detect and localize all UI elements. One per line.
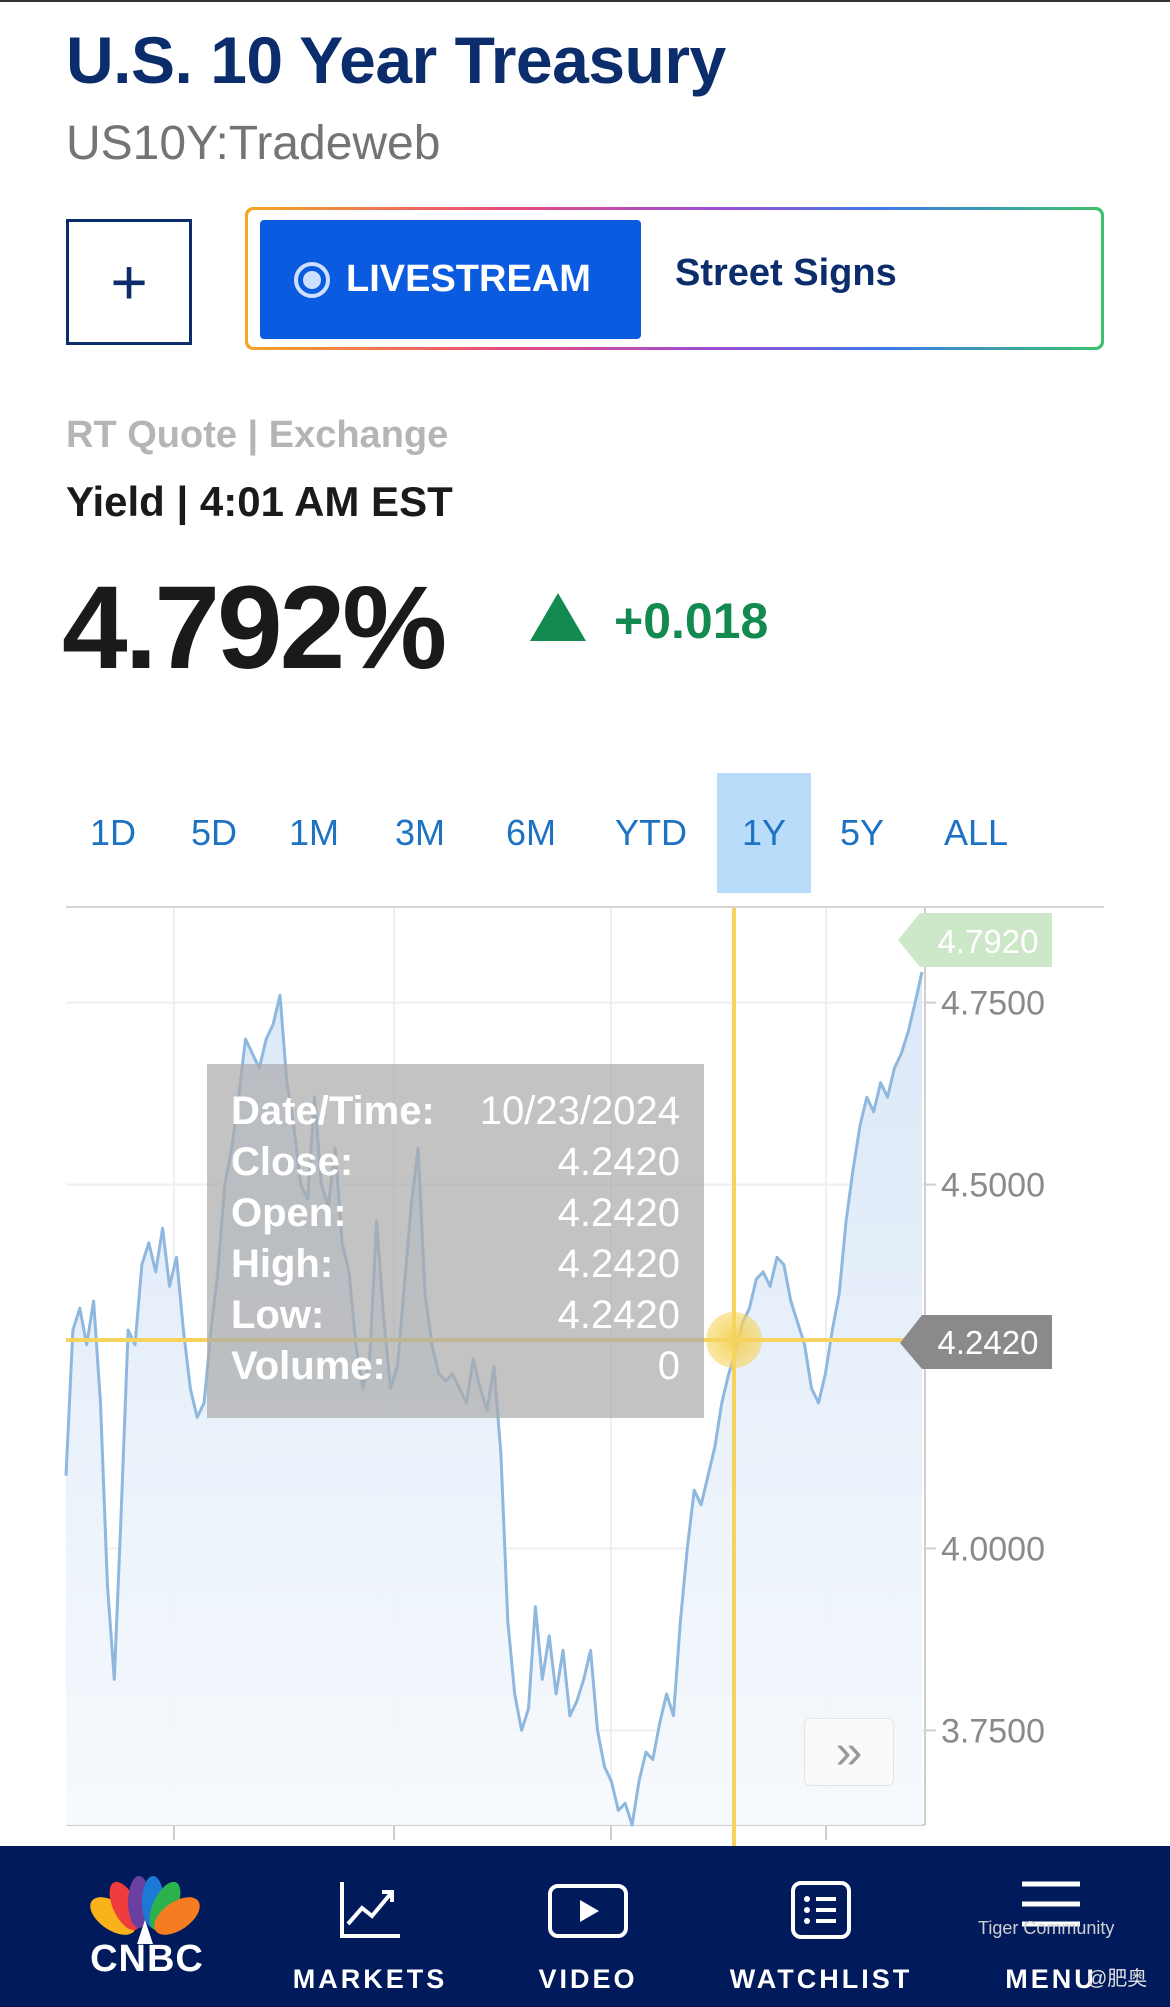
nav-video-label: VIDEO [538,1964,638,1994]
tooltip-value: 4.2420 [557,1140,680,1184]
tooltip-row: Date/Time: 10/23/2024 [231,1086,680,1137]
y-tick-label: 4.5000 [941,1167,1045,1205]
nav-markets-label: MARKETS [292,1964,448,1994]
watermark-community: Tiger Community [978,1918,1115,1938]
range-tab-1d[interactable]: 1D [89,812,137,853]
chart-tooltip: Date/Time: 10/23/2024 Close: 4.2420 Open: 4… [207,1064,704,1418]
quote-source: RT Quote | Exchange [66,414,449,456]
up-triangle-icon [530,593,586,641]
livestream-show-name[interactable]: Street Signs [675,252,897,294]
quote-price: 4.792% [62,562,447,694]
crosshair-point [706,1312,762,1368]
add-to-watchlist-button[interactable]: + [66,219,192,345]
quote-change: +0.018 [614,593,769,649]
double-chevron-right-icon: » [835,1725,863,1779]
y-tick-label: 4.0000 [941,1530,1045,1568]
plus-icon: + [110,246,148,318]
time-range-tabs: 1D 5D 1M 3M 6M YTD 1Y 5Y ALL [66,773,1106,893]
symbol-subtitle: US10Y:Tradeweb [66,117,441,170]
last-value-flag-shape [898,913,1052,967]
cnbc-logo-text: CNBC [90,1938,204,1980]
chart-trend-icon [340,1882,400,1938]
y-tick-label: 3.7500 [941,1712,1045,1750]
nav-menu-label: MENU [1005,1964,1097,1994]
chart-expand-button[interactable]: » [804,1718,894,1786]
tooltip-value: 10/23/2024 [479,1089,680,1133]
tooltip-row: Low: 4.2420 [231,1290,680,1341]
range-tab-ytd[interactable]: YTD [615,812,687,853]
tooltip-row: Volume: 0 [231,1341,680,1392]
tooltip-value: 4.2420 [557,1293,680,1337]
crosshair-value-flag: 4.2420 [900,1315,1052,1369]
livestream-banner[interactable]: LIVESTREAM Street Signs [245,207,1104,350]
x-axis-ticks [173,1825,827,1840]
tooltip-row: Open: 4.2420 [231,1188,680,1239]
crosshair-value-flag-shape [900,1315,1052,1369]
last-value-label: 4.7920 [938,923,1039,960]
last-value-flag: 4.7920 [898,913,1052,967]
nav-watchlist-label: WATCHLIST [729,1964,913,1994]
range-tab-3m[interactable]: 3M [394,812,445,853]
peacock-icon [90,1876,200,1944]
livestream-label: LIVESTREAM [346,258,591,300]
tooltip-key: Open: [231,1191,347,1235]
tooltip-value: 4.2420 [557,1191,680,1235]
nav-markets[interactable]: MARKETS [293,1846,444,2007]
livestream-banner-inner: LIVESTREAM Street Signs [248,210,1101,347]
watermark-handle: @肥奥 [1087,1968,1148,1990]
tooltip-key: Low: [231,1293,325,1337]
tooltip-key: Date/Time: [231,1089,435,1133]
tooltip-key: High: [231,1242,334,1286]
bottom-nav-bar: CNBC MARKETS VIDEO WATCHLIST MEN [0,1846,1170,2007]
range-tab-1y[interactable]: 1Y [717,773,811,893]
livestream-button[interactable]: LIVESTREAM [260,220,641,339]
live-radio-icon [294,261,330,298]
top-border [0,0,1170,2]
crosshair-value-label: 4.2420 [938,1324,1039,1361]
y-tick-label: 4.7500 [941,985,1045,1023]
range-tab-1m[interactable]: 1M [288,812,339,853]
range-tab-5d[interactable]: 5D [190,812,238,853]
tooltip-key: Volume: [231,1344,386,1388]
quote-label-time: Yield | 4:01 AM EST [66,478,453,525]
nav-menu[interactable]: MENU [988,1846,1114,2007]
tooltip-value: 0 [657,1344,680,1388]
hamburger-menu-icon [1022,1881,1080,1927]
tooltip-key: Close: [231,1140,354,1184]
tooltip-row: Close: 4.2420 [231,1137,680,1188]
range-tab-6m[interactable]: 6M [505,812,556,853]
page-title: U.S. 10 Year Treasury [66,23,726,97]
nav-watchlist[interactable]: WATCHLIST [730,1846,909,2007]
tooltip-value: 4.2420 [557,1242,680,1286]
tooltip-row: High: 4.2420 [231,1239,680,1290]
y-axis-tick-labels: 4.7500 4.5000 4.0000 3.7500 [941,985,1045,1751]
cnbc-logo-button[interactable]: CNBC [83,1876,207,1986]
play-video-icon [548,1884,628,1938]
nav-video[interactable]: VIDEO [518,1846,658,2007]
list-icon [791,1881,851,1939]
range-tab-all[interactable]: ALL [943,812,1009,853]
range-tab-5y[interactable]: 5Y [839,812,885,853]
